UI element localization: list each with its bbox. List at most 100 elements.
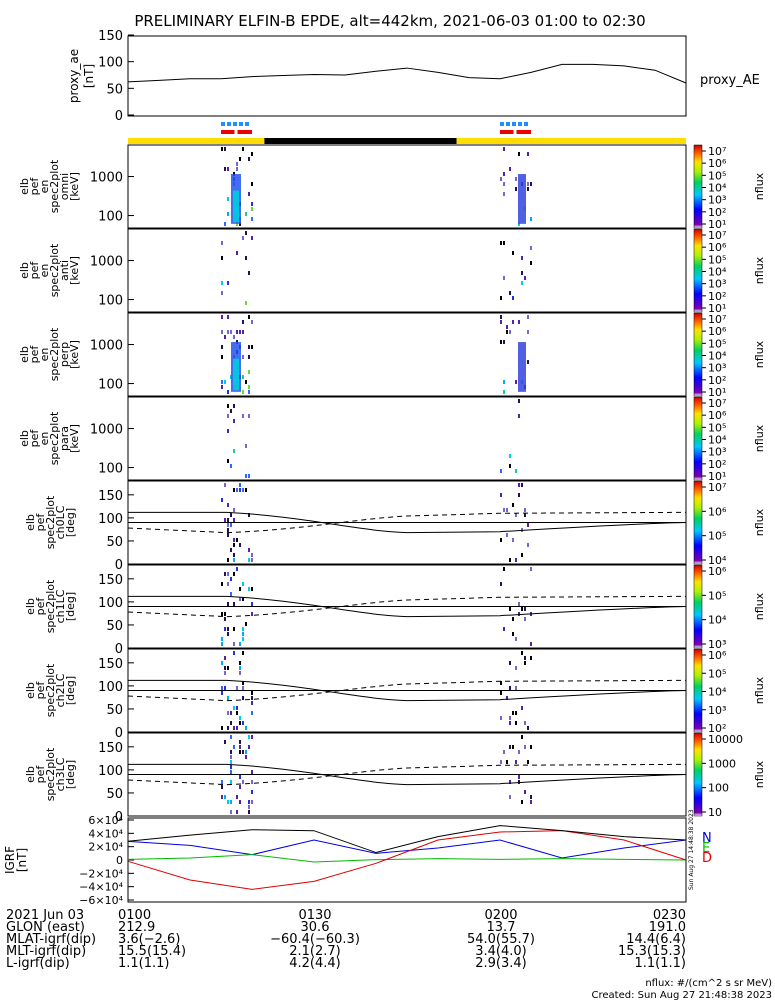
spectrogram-pixel [239,800,241,804]
spectrogram-pixel [251,182,253,186]
spectrogram-pixel [248,345,250,349]
spectrogram-pixel [224,666,226,670]
spectrogram-pixel [503,380,505,384]
spectrogram-pixel [248,805,250,809]
colorbar [693,396,703,481]
spectrogram-pixel [224,380,226,384]
spectrogram-pixel [530,182,532,186]
loss-cone-line [128,511,687,534]
ae-legend-label: proxy_AE [700,73,760,88]
spectrogram-pixel [527,726,529,730]
colorbar [693,228,703,313]
spectrogram-pixel [248,370,250,374]
footer-row-label: 2021 Jun 03 [6,908,84,923]
spectrogram-pixel [251,770,253,774]
panel-ylabel: [deg] [64,760,77,789]
panel-ylabel: ch2LC [54,673,67,707]
spectrogram-pixel [221,637,223,641]
panel-ylabel: pef [34,681,47,700]
plot-title: PRELIMINARY ELFIN-B EPDE, alt=442km, 202… [134,12,645,30]
spectrogram-pixel [221,281,223,285]
spectrogram-pixel [221,498,223,502]
colorbar-tick-label: 10¹ [708,302,726,315]
spectrogram-pixel [227,800,229,804]
spectrogram-pixel [242,681,244,685]
spectrogram-pixel [227,212,229,216]
spectrogram-pixel [530,800,532,804]
footer-value: 15.5(15.4) [118,944,186,959]
spectrogram-pixel [245,622,247,626]
panel-ylabel: para [58,426,71,451]
spectrogram-pixel [227,404,229,408]
spectrogram-pixel [236,251,238,255]
colorbar-tick-label: 10⁵ [708,667,726,680]
spectrogram-pixel [221,385,223,389]
spectrogram-panels: 1000100elbpefenspec2plotomni[keV]10⁷10⁶1… [18,144,766,825]
panel-ylabel: pef [34,597,47,616]
spectrogram-pixel [518,750,520,754]
spectrogram-pixel [500,296,502,300]
panel-tick-label: 1000 [90,255,123,270]
colorbar-tick-label: 10³ [708,704,726,717]
colorbar-tick-label: 10² [708,458,726,471]
spectrogram-pixel [524,745,526,749]
science-zone-flag-blue [512,122,516,126]
spectrogram-pixel [239,483,241,487]
spectrogram-pixel [509,721,511,725]
spectrogram-pixel [500,315,502,319]
spectrogram-pixel [239,157,241,161]
spectrogram-pixel [251,612,253,616]
spectrogram-pixel [524,508,526,512]
footer-value: 14.4(6.4) [626,932,686,947]
spectrogram-pixel [500,340,502,344]
spectrogram-pixel [230,765,232,769]
colorbar-label: nflux [753,256,766,284]
proxy-ae-panel: 150 100 50 0 proxy_ae [nT] proxy_AE [67,29,760,124]
igrf-tick-label: −2×10⁴ [79,867,123,880]
spectrogram-pixel [512,632,514,636]
footer-value: 2.9(3.4) [475,956,527,971]
spectrogram-pixel [515,187,517,191]
spectrogram-pixel [227,429,229,433]
panel-ylabel: elb [18,346,31,363]
panel-tick-label: 100 [98,378,123,393]
panel-tick-label: 50 [106,703,123,718]
spectrogram-pixel [233,642,235,646]
panel-frame [127,228,687,313]
spectrogram-pixel [248,355,250,359]
igrf-tick-label: 6×10⁴ [88,814,123,827]
spectrogram-pixel [500,241,502,245]
spectrogram-pixel [239,721,241,725]
ae-ylabel: [nT] [82,64,96,88]
panel-tick-label: 50 [106,535,123,550]
colorbar-tick-label: 10³ [708,638,726,651]
panel-ylabel: elb [18,262,31,279]
spectrogram-pixel [248,474,250,478]
spectrogram-pixel [224,617,226,621]
spectrogram-pixel [245,231,247,235]
panel-ylabel: perp [58,342,71,367]
panel-tick-label: 150 [98,741,123,756]
spectrogram-pixel [500,681,502,685]
spectrogram-pixel [230,780,232,784]
colorbar-tick-label: 10⁶ [708,241,727,254]
igrf-legend-E: E [702,841,710,856]
ae-tick-label: 50 [106,82,123,97]
spectrogram-pixel [515,558,517,562]
footer-row-label: MLAT-igrf(dip) [6,932,96,947]
spectrogram-pixel [236,567,238,571]
spectrogram-pixel [227,533,229,537]
colorbar-tick-label: 10² [708,206,726,219]
science-zone-flag-red [500,130,514,134]
spectrogram-pixel [527,360,529,364]
spectrogram-pixel [221,355,223,359]
footer-value: 1.1(1.1) [635,956,687,971]
spectrogram-pixel [227,518,229,522]
spectrogram-pixel [239,488,241,492]
spectrogram-pixel [242,686,244,690]
igrf-tick-label: 2×10⁴ [88,841,123,854]
colorbar-tick-label: 10² [708,722,726,735]
spectrogram-pixel [242,780,244,784]
spectrogram-pixel [236,330,238,334]
